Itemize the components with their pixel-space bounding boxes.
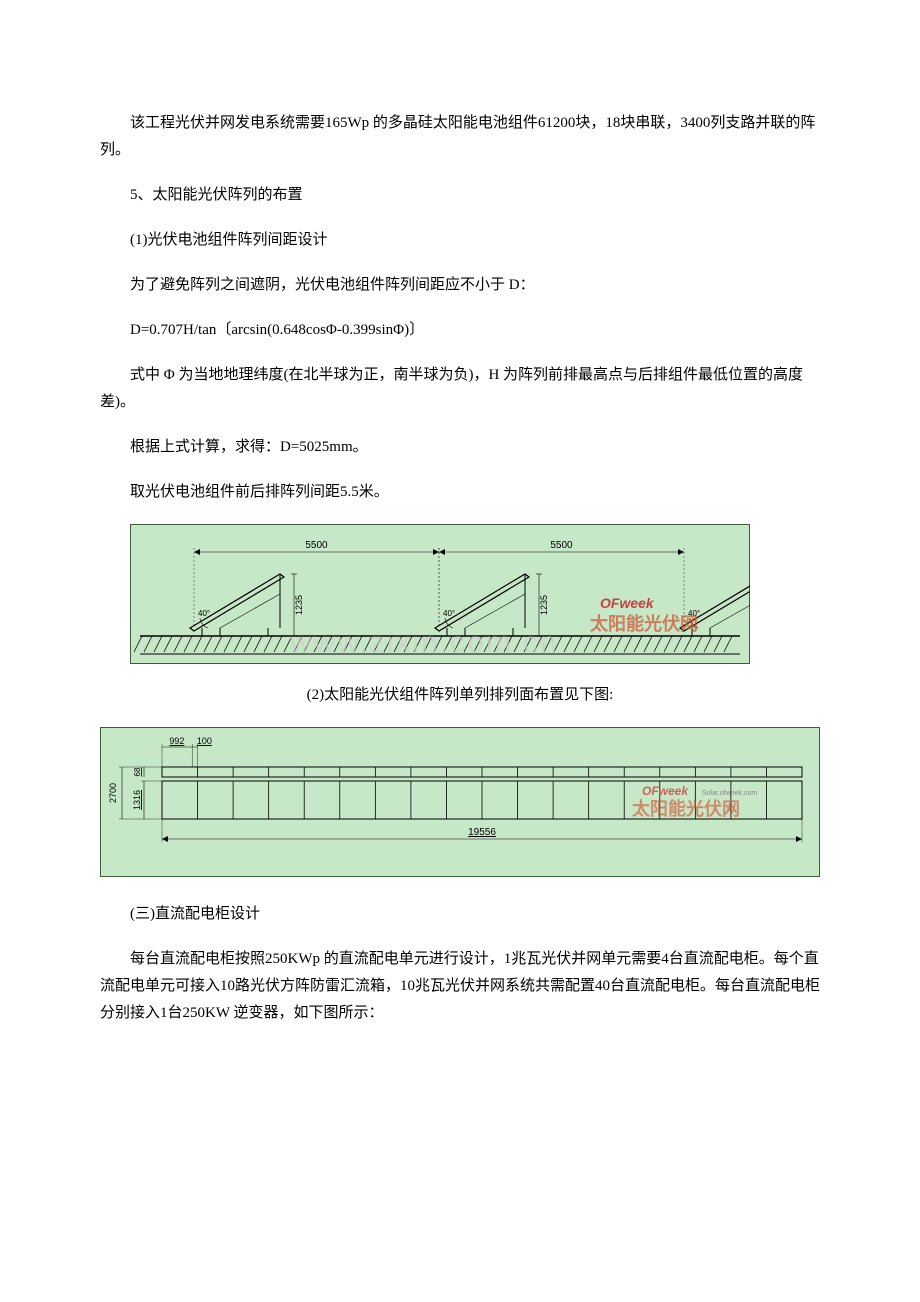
svg-text:992: 992 xyxy=(169,736,184,746)
svg-text:19556: 19556 xyxy=(468,827,496,838)
para-9: (三)直流配电柜设计 xyxy=(100,901,820,928)
para-8: 取光伏电池组件前后排阵列间距5.5米。 xyxy=(100,479,820,506)
para-3: (1)光伏电池组件阵列间距设计 xyxy=(100,227,820,254)
svg-text:40°: 40° xyxy=(198,609,210,618)
svg-text:OFweek: OFweek xyxy=(642,784,689,798)
svg-text:1316: 1316 xyxy=(132,790,142,810)
svg-text:www.zixin.com.cn: www.zixin.com.cn xyxy=(289,626,559,659)
para-6: 式中 Φ 为当地地理纬度(在北半球为正，南半球为负)，H 为阵列前排最高点与后排… xyxy=(100,362,820,416)
svg-text:1235: 1235 xyxy=(539,595,549,615)
svg-text:5500: 5500 xyxy=(550,540,573,551)
svg-text:Solar.ofweek.com: Solar.ofweek.com xyxy=(702,790,757,797)
para-1: 该工程光伏并网发电系统需要165Wp 的多晶硅太阳能电池组件61200块，18块… xyxy=(100,110,820,164)
para-7: 根据上式计算，求得：D=5025mm。 xyxy=(100,434,820,461)
svg-text:OFweek: OFweek xyxy=(600,595,655,611)
para-10: 每台直流配电柜按照250KWp 的直流配电单元进行设计，1兆瓦光伏并网单元需要4… xyxy=(100,946,820,1027)
diagram-spacing-svg: 123540°123540°123540°55005500OFweek太阳能光伏… xyxy=(130,524,750,664)
svg-text:1235: 1235 xyxy=(294,595,304,615)
para-5: D=0.707H/tan〔arcsin(0.648cosΦ-0.399sinΦ)… xyxy=(100,317,820,344)
svg-text:5500: 5500 xyxy=(305,540,328,551)
para-4: 为了避免阵列之间遮阴，光伏电池组件阵列间距应不小于 D： xyxy=(100,272,820,299)
svg-text:100: 100 xyxy=(197,736,212,746)
caption-2: (2)太阳能光伏组件阵列单列排列面布置见下图: xyxy=(100,682,820,709)
svg-text:68: 68 xyxy=(133,767,142,776)
svg-text:太阳能光伏网: 太阳能光伏网 xyxy=(590,613,698,634)
svg-text:40°: 40° xyxy=(443,609,455,618)
diagram-layout-svg: 992 100 2700 68 1316 19556 OFweek Solar.ofweek.… xyxy=(100,727,820,877)
svg-text:太阳能光伏网: 太阳能光伏网 xyxy=(632,798,740,819)
svg-text:2700: 2700 xyxy=(108,783,118,803)
para-2: 5、太阳能光伏阵列的布置 xyxy=(100,182,820,209)
diagram-layout: 992 100 2700 68 1316 19556 OFweek Solar.ofweek.… xyxy=(100,727,820,877)
diagram-spacing: 123540°123540°123540°55005500OFweek太阳能光伏… xyxy=(130,524,820,664)
